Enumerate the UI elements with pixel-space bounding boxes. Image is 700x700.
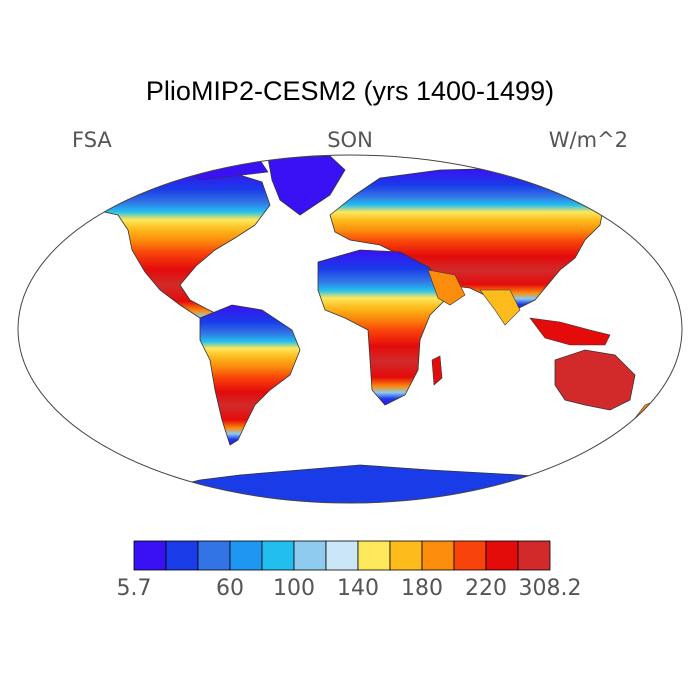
colorbar-tick-label: 140 xyxy=(337,576,379,601)
colorbar-tick-label: 100 xyxy=(273,576,315,601)
variable-label: FSA xyxy=(72,128,112,152)
greenland xyxy=(267,155,346,216)
australia xyxy=(554,349,636,411)
colorbar-swatch xyxy=(325,540,359,571)
colorbar-swatch xyxy=(357,540,391,571)
colorbar-swatch xyxy=(165,540,199,571)
maritime-continent xyxy=(529,317,611,346)
colorbar-swatch xyxy=(389,540,423,571)
season-label: SON xyxy=(327,128,373,152)
map-boundary xyxy=(17,154,683,504)
land-masses xyxy=(79,155,663,503)
colorbar-swatch xyxy=(133,540,167,571)
map-title: PlioMIP2-CESM2 (yrs 1400-1499) xyxy=(145,76,555,106)
colorbar-swatch xyxy=(485,540,519,571)
south-america xyxy=(199,304,301,446)
new-zealand xyxy=(631,397,663,429)
colorbar-swatch xyxy=(229,540,263,571)
madagascar xyxy=(431,355,443,386)
north-america xyxy=(79,169,271,331)
units-label: W/m^2 xyxy=(548,128,628,152)
colorbar-swatch xyxy=(517,540,551,571)
africa xyxy=(317,249,446,406)
arabia xyxy=(427,269,466,306)
colorbar-swatch xyxy=(293,540,327,571)
colorbar-tick-label: 60 xyxy=(216,576,244,601)
colorbar-tick-label: 308.2 xyxy=(518,576,582,601)
colorbar-tick-label: 180 xyxy=(401,576,443,601)
antarctica xyxy=(149,464,611,503)
colorbar-swatch xyxy=(197,540,231,571)
colorbar xyxy=(133,540,551,571)
south-asia xyxy=(479,289,521,326)
colorbar-tick-label: 220 xyxy=(465,576,507,601)
colorbar-swatch xyxy=(453,540,487,571)
colorbar-tick-label: 5.7 xyxy=(116,576,152,601)
colorbar-swatch xyxy=(421,540,455,571)
colorbar-swatch xyxy=(261,540,295,571)
